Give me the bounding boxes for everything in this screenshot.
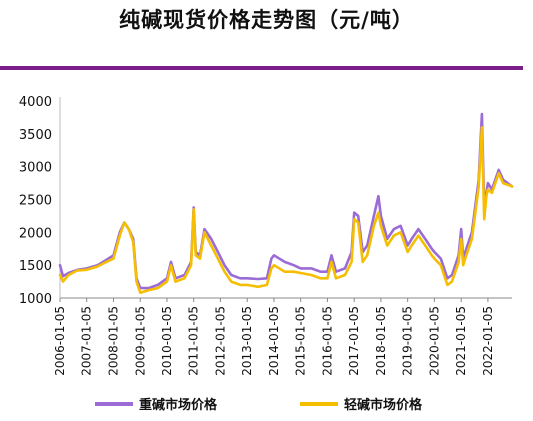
x-tick-label: 2016-01-05 xyxy=(320,306,334,376)
y-tick-label: 2000 xyxy=(19,226,52,241)
x-tick-label: 2020-01-05 xyxy=(427,306,441,376)
x-tick-label: 2012-01-05 xyxy=(213,306,227,376)
x-tick-label: 2022-01-05 xyxy=(481,306,495,376)
x-tick-label: 2021-01-05 xyxy=(454,306,468,376)
x-tick-label: 2009-01-05 xyxy=(133,306,147,376)
y-tick-label: 3500 xyxy=(19,128,52,143)
x-tick-label: 2015-01-05 xyxy=(294,306,308,376)
series-line-light-soda xyxy=(58,126,514,294)
x-tick-label: 2018-01-05 xyxy=(374,306,388,376)
x-tick-label: 2019-01-05 xyxy=(401,306,415,376)
legend-label: 重碱市场价格 xyxy=(139,397,218,413)
x-tick-label: 2007-01-05 xyxy=(80,306,94,376)
x-tick-label: 2017-01-05 xyxy=(347,306,361,376)
x-tick-label: 2010-01-05 xyxy=(160,306,174,376)
x-tick-label: 2014-01-05 xyxy=(267,306,281,376)
y-tick-label: 1500 xyxy=(19,259,52,274)
y-tick-label: 2500 xyxy=(19,194,52,209)
y-tick-label: 4000 xyxy=(19,95,52,110)
series-line-heavy-soda xyxy=(58,112,514,290)
legend-label: 轻碱市场价格 xyxy=(344,397,423,413)
x-tick-label: 2008-01-05 xyxy=(106,306,120,376)
x-tick-label: 2013-01-05 xyxy=(240,306,254,376)
y-tick-label: 3000 xyxy=(19,161,52,176)
x-tick-label: 2011-01-05 xyxy=(187,306,201,376)
y-tick-label: 1000 xyxy=(19,292,52,307)
chart-title: 纯碱现货价格走势图（元/吨） xyxy=(119,7,414,32)
title-divider xyxy=(0,66,523,70)
x-tick-label: 2006-01-05 xyxy=(53,306,67,376)
